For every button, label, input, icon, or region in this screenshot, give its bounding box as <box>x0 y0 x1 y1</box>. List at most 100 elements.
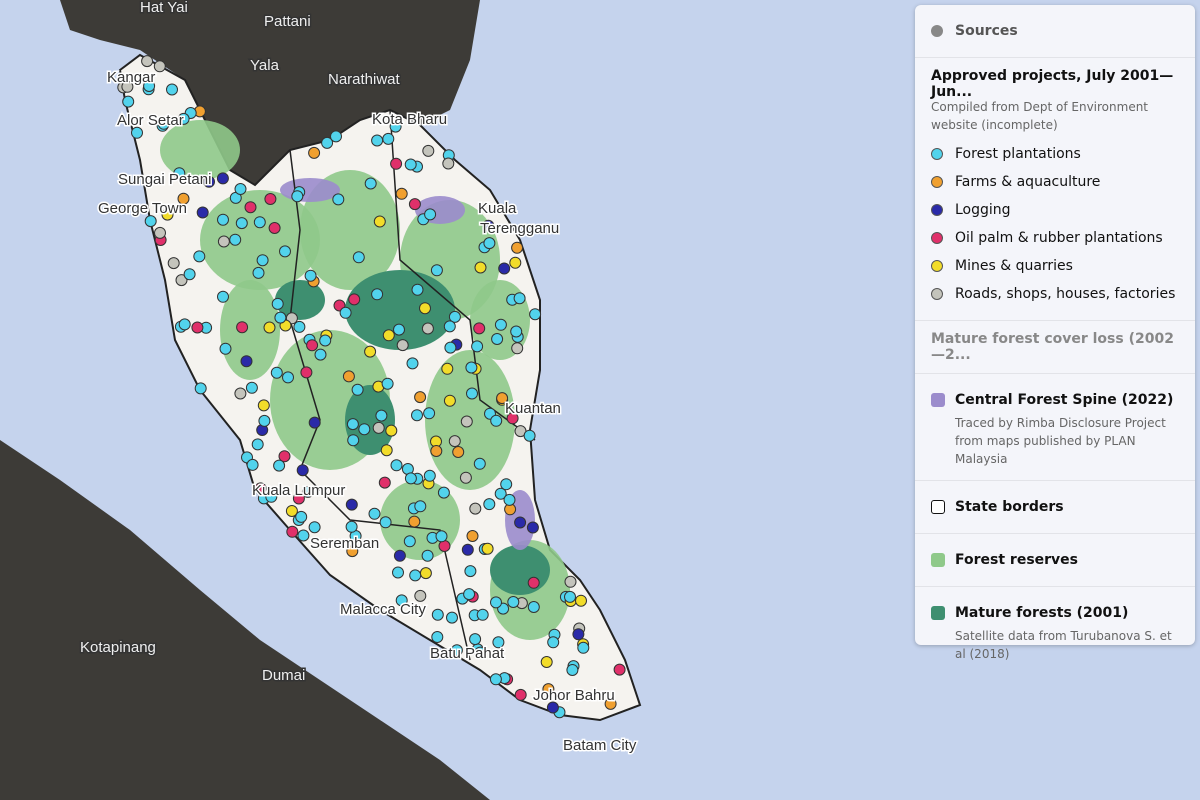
swatch <box>931 606 945 620</box>
project-marker <box>131 126 143 139</box>
place-label: Sungai Petani <box>118 171 211 188</box>
project-marker <box>235 217 248 230</box>
place-label: Pattani <box>264 13 311 30</box>
legend-dot <box>931 148 943 160</box>
project-marker <box>173 167 186 180</box>
project-marker <box>265 490 278 503</box>
legend-label[interactable]: Oil palm & rubber plantations <box>955 230 1163 246</box>
project-marker <box>494 487 507 500</box>
project-marker <box>301 485 314 498</box>
legend-item[interactable]: Mines & quarries <box>931 252 1179 280</box>
swatch <box>931 553 945 567</box>
project-marker <box>396 339 409 352</box>
borders-label[interactable]: State borders <box>955 499 1064 515</box>
project-marker <box>463 588 476 601</box>
project-marker <box>423 469 436 482</box>
legend-item[interactable]: Forest plantations <box>931 140 1179 168</box>
mature-section[interactable]: Mature forests (2001) Satellite data from… <box>915 587 1195 675</box>
legend-dot <box>931 260 943 272</box>
loss-section[interactable]: Mature forest cover loss (2002—2... <box>915 321 1195 374</box>
project-marker <box>395 594 408 607</box>
project-marker <box>437 486 450 499</box>
place-label: Hat Yai <box>140 0 188 16</box>
project-marker <box>510 325 523 338</box>
project-marker <box>346 418 359 431</box>
project-marker <box>348 293 361 306</box>
legend-label[interactable]: Farms & aquaculture <box>955 174 1101 190</box>
sources-section[interactable]: Sources <box>915 5 1195 58</box>
project-marker <box>564 575 577 588</box>
project-marker <box>308 521 321 534</box>
project-marker <box>498 262 511 275</box>
project-marker <box>330 130 342 143</box>
project-marker <box>572 628 585 641</box>
project-marker <box>450 644 463 657</box>
project-marker <box>244 201 257 214</box>
spine-label[interactable]: Central Forest Spine (2022) <box>955 392 1174 408</box>
project-marker <box>414 391 427 404</box>
project-marker <box>390 157 403 170</box>
project-marker <box>264 193 277 205</box>
project-marker <box>527 601 540 613</box>
project-marker <box>441 362 454 375</box>
project-marker <box>507 596 520 608</box>
project-marker <box>492 636 505 649</box>
project-marker <box>466 387 478 400</box>
legend-item[interactable]: Oil palm & rubber plantations <box>931 224 1179 252</box>
project-marker <box>494 318 507 331</box>
project-marker <box>547 636 560 649</box>
mature-label[interactable]: Mature forests (2001) <box>955 605 1129 621</box>
project-marker <box>604 697 617 710</box>
mature-forest <box>490 545 550 595</box>
spine-section[interactable]: Central Forest Spine (2022) Traced by Rim… <box>915 374 1195 481</box>
project-marker <box>482 219 495 232</box>
project-marker <box>466 530 479 542</box>
legend-label[interactable]: Roads, shops, houses, factories <box>955 286 1176 302</box>
project-marker <box>382 132 395 145</box>
legend-item[interactable]: Logging <box>931 196 1179 224</box>
checkbox[interactable] <box>931 500 945 514</box>
sources-label[interactable]: Sources <box>955 23 1018 39</box>
project-marker <box>178 318 191 331</box>
legend-item[interactable]: Roads, shops, houses, factories <box>931 280 1179 308</box>
project-marker <box>246 458 259 471</box>
reserves-section[interactable]: Forest reserves <box>915 534 1195 587</box>
reserves-label[interactable]: Forest reserves <box>955 552 1078 568</box>
project-marker <box>389 120 402 133</box>
borders-section[interactable]: State borders <box>915 481 1195 534</box>
project-marker <box>295 510 308 523</box>
project-marker <box>282 371 294 384</box>
project-marker <box>143 80 156 92</box>
project-marker <box>258 414 271 427</box>
project-marker <box>526 521 539 534</box>
project-marker <box>229 233 242 246</box>
legend-label[interactable]: Forest plantations <box>955 146 1081 162</box>
project-marker <box>613 663 626 676</box>
project-marker <box>419 567 432 580</box>
mature-forest <box>275 280 325 320</box>
project-marker <box>257 399 270 412</box>
project-marker <box>414 589 427 602</box>
project-marker <box>473 457 486 470</box>
place-label: Johor Bahru <box>533 687 615 704</box>
project-marker <box>240 355 253 368</box>
project-marker <box>252 266 265 279</box>
project-marker <box>523 429 536 442</box>
project-marker <box>566 664 579 676</box>
legend-label[interactable]: Mines & quarries <box>955 258 1073 274</box>
project-marker <box>459 471 472 484</box>
project-marker <box>286 525 299 538</box>
project-marker <box>256 254 269 267</box>
legend-item[interactable]: Farms & aquaculture <box>931 168 1179 196</box>
project-marker <box>345 520 358 533</box>
project-marker <box>193 250 206 263</box>
loss-label[interactable]: Mature forest cover loss (2002—2... <box>931 331 1174 363</box>
projects-title[interactable]: Approved projects, July 2001—Jun... <box>931 68 1174 100</box>
place-label: Narathiwat <box>328 71 401 88</box>
project-marker <box>292 492 305 505</box>
project-marker <box>529 308 542 321</box>
project-marker <box>234 183 247 195</box>
legend-label[interactable]: Logging <box>955 202 1011 218</box>
